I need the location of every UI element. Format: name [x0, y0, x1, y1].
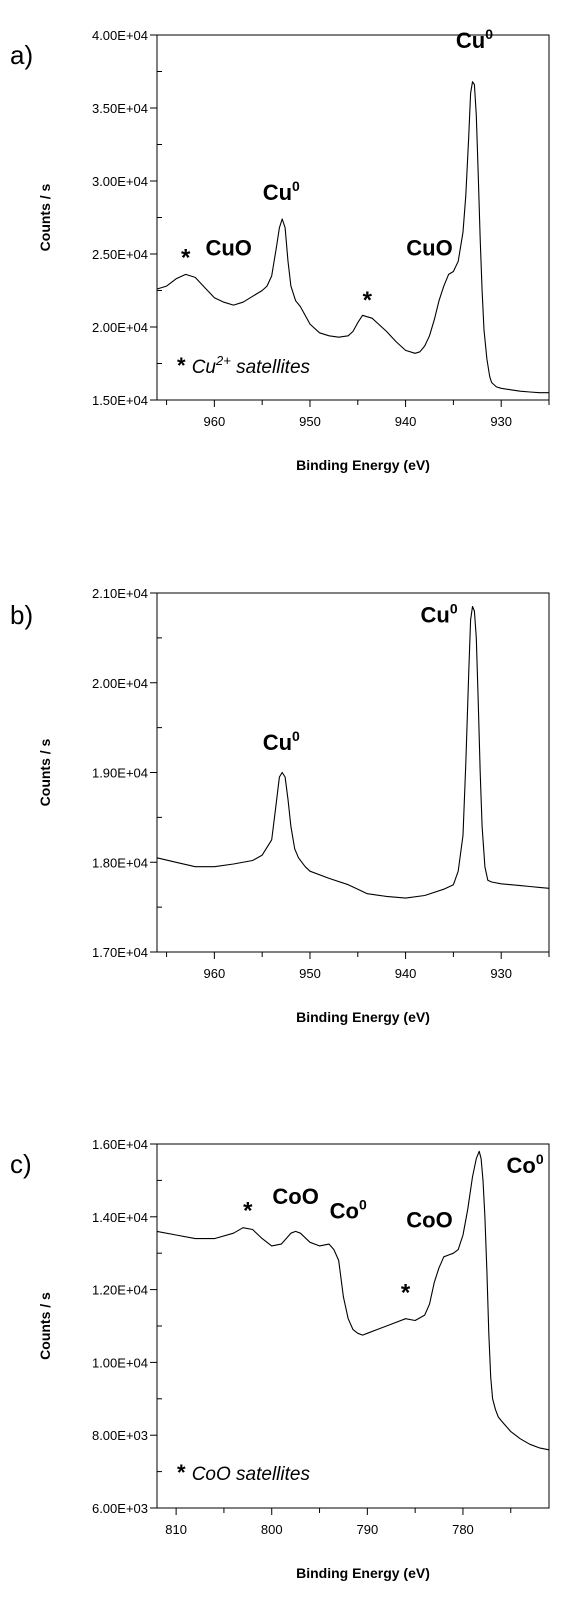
peak-annotation: Cu0: [456, 26, 493, 53]
x-tick-label: 940: [395, 414, 417, 429]
y-tick-label: 4.00E+04: [92, 28, 148, 43]
y-tick-label: 3.50E+04: [92, 101, 148, 116]
x-tick-label: 930: [490, 414, 512, 429]
y-axis-label: Counts / s: [37, 1292, 53, 1360]
peak-annotation: CoO: [272, 1184, 318, 1209]
x-tick-label: 780: [452, 1522, 474, 1537]
spectrum-trace: [156, 605, 550, 899]
satellite-note: * CoO satellites: [177, 1460, 310, 1485]
y-axis-label: Counts / s: [37, 738, 53, 806]
peak-annotation: *: [363, 287, 373, 314]
satellite-note: * Cu2+ satellites: [177, 353, 311, 378]
peak-annotation: *: [401, 1280, 411, 1307]
panel-label: a): [10, 40, 33, 70]
peak-annotation: CoO: [406, 1208, 452, 1233]
y-tick-label: 1.40E+04: [92, 1210, 148, 1225]
plot-frame: [156, 34, 550, 401]
y-tick-label: 1.60E+04: [92, 1137, 148, 1152]
y-tick-label: 1.00E+04: [92, 1355, 148, 1370]
x-tick-label: 800: [261, 1522, 283, 1537]
x-tick-label: 950: [299, 414, 321, 429]
x-tick-label: 960: [204, 414, 226, 429]
y-tick-label: 1.20E+04: [92, 1283, 148, 1298]
y-tick-label: 8.00E+03: [92, 1428, 148, 1443]
peak-annotation: CuO: [406, 235, 452, 260]
panel-3: c) 6.00E+03 8.00E+03 1.00E+04 1.20E+04 1.40E+…: [10, 1137, 550, 1581]
y-tick-label: 1.70E+04: [92, 945, 148, 960]
peak-annotation: Cu0: [420, 601, 457, 628]
y-tick-label: 3.00E+04: [92, 174, 148, 189]
x-tick-label: 930: [490, 966, 512, 981]
y-tick-label: 1.90E+04: [92, 766, 148, 781]
x-tick-label: 810: [165, 1522, 187, 1537]
plot-frame: [156, 592, 550, 953]
panel-2: b) 1.70E+04 1.80E+04 1.90E+04 2.00E+04 2.10E+…: [10, 586, 550, 1025]
x-axis-label: Binding Energy (eV): [296, 1565, 430, 1581]
x-tick-label: 950: [299, 966, 321, 981]
spectrum-trace: [156, 81, 549, 394]
peak-annotation: Co0: [330, 1197, 367, 1224]
y-tick-label: 2.10E+04: [92, 586, 148, 601]
peak-annotation: *: [181, 245, 191, 272]
x-axis-label: Binding Energy (eV): [296, 457, 430, 473]
y-tick-label: 2.00E+04: [92, 676, 148, 691]
x-axis-label: Binding Energy (eV): [296, 1009, 430, 1025]
y-tick-label: 6.00E+03: [92, 1501, 148, 1516]
peak-annotation: Cu0: [263, 178, 300, 205]
panel-1: a) 1.50E+04 2.00E+04 2.50E+04 3.00E+04 3.50E+…: [10, 26, 550, 473]
x-tick-label: 960: [204, 966, 226, 981]
y-tick-label: 1.50E+04: [92, 393, 148, 408]
peak-annotation: Cu0: [263, 728, 300, 755]
y-axis-label: Counts / s: [37, 183, 53, 251]
y-tick-label: 1.80E+04: [92, 855, 148, 870]
peak-annotation: Co0: [507, 1151, 544, 1178]
peak-annotation: CuO: [205, 235, 251, 260]
y-tick-label: 2.00E+04: [92, 320, 148, 335]
x-tick-label: 940: [395, 966, 417, 981]
y-tick-label: 2.50E+04: [92, 247, 148, 262]
x-tick-label: 790: [356, 1522, 378, 1537]
spectrum-trace: [156, 1150, 550, 1451]
panel-label: c): [10, 1149, 32, 1179]
panel-label: b): [10, 600, 33, 630]
peak-annotation: *: [243, 1198, 253, 1225]
